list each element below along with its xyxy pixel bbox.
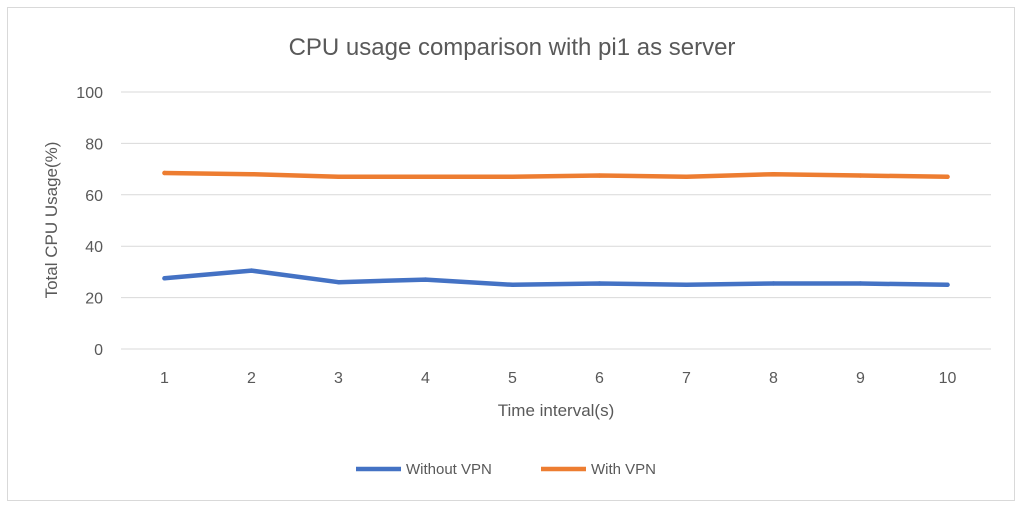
x-tick-label: 9: [856, 370, 865, 387]
x-tick-label: 10: [939, 370, 957, 387]
x-tick-label: 3: [334, 370, 343, 387]
data-point: [684, 282, 689, 287]
data-point: [510, 282, 515, 287]
gridlines: [121, 91, 991, 350]
y-tick-label: 100: [76, 85, 103, 102]
data-point: [162, 170, 167, 176]
series-line: [162, 170, 950, 180]
chart-frame: [7, 7, 1015, 501]
legend-label: With VPN: [591, 461, 656, 478]
series-line: [162, 268, 950, 288]
data-point: [771, 281, 776, 286]
data-point: [510, 174, 515, 180]
x-tick-label: 6: [595, 370, 604, 387]
data-point: [945, 174, 950, 180]
data-point: [684, 174, 689, 180]
y-axis-title: Total CPU Usage(%): [42, 142, 61, 299]
x-axis-ticks: 1 2 3 4 5 6 7 8 9 10: [160, 370, 956, 387]
series-lines: [162, 170, 950, 288]
y-tick-label: 60: [85, 188, 103, 205]
data-point: [249, 268, 254, 273]
y-tick-label: 20: [85, 291, 103, 308]
legend-label: Without VPN: [406, 461, 492, 478]
data-point: [423, 277, 428, 282]
data-point: [858, 173, 863, 178]
x-tick-label: 2: [247, 370, 256, 387]
data-point: [597, 281, 602, 286]
x-tick-label: 1: [160, 370, 169, 387]
data-point: [771, 172, 776, 177]
data-point: [336, 279, 341, 285]
data-point: [249, 172, 254, 177]
x-tick-label: 7: [682, 370, 691, 387]
legend: Without VPN With VPN: [356, 461, 656, 478]
data-point: [945, 282, 950, 287]
y-tick-label: 0: [94, 342, 103, 359]
data-point: [336, 174, 341, 180]
chart-title: CPU usage comparison with pi1 as server: [289, 34, 736, 61]
y-tick-label: 40: [85, 239, 103, 256]
x-axis-title: Time interval(s): [498, 401, 615, 420]
data-point: [597, 173, 602, 178]
data-point: [858, 281, 863, 286]
data-point: [423, 174, 428, 180]
data-point: [162, 276, 167, 281]
x-tick-label: 5: [508, 370, 517, 387]
y-axis-ticks: 0 20 40 60 80 100: [76, 85, 103, 359]
x-tick-label: 4: [421, 370, 430, 387]
y-tick-label: 80: [85, 136, 103, 153]
x-tick-label: 8: [769, 370, 778, 387]
